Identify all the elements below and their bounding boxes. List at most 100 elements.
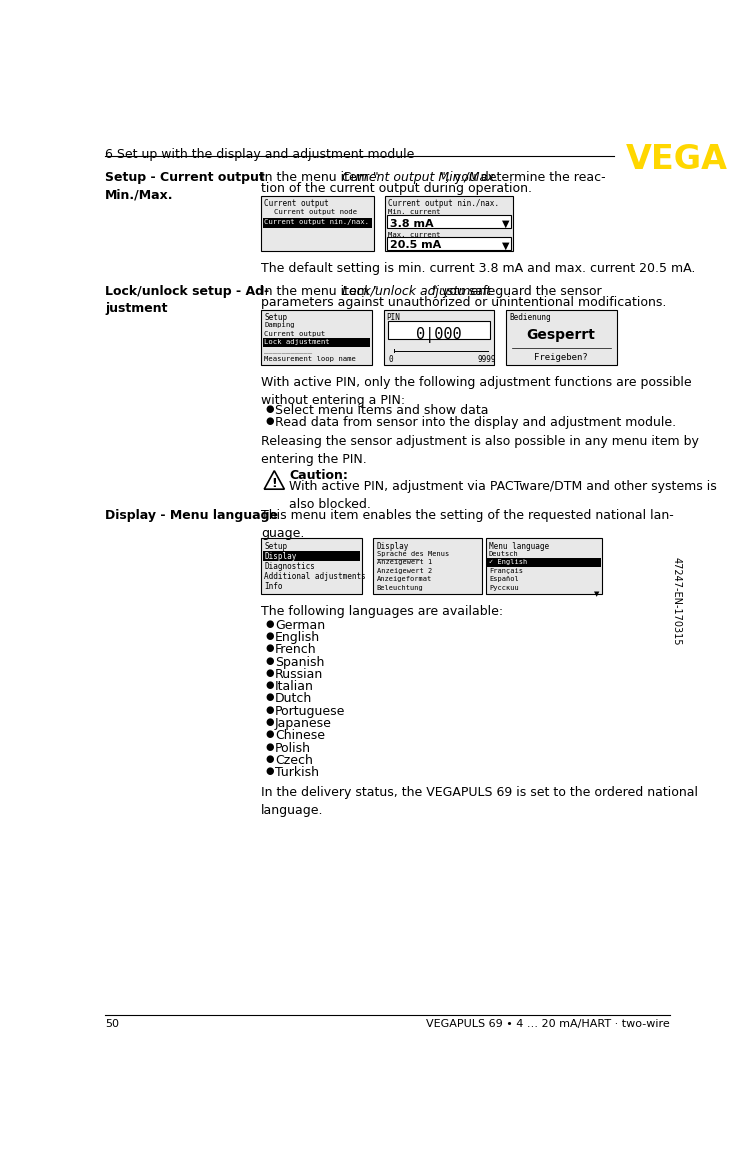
Text: Anzeigewert 1: Anzeigewert 1 — [376, 559, 432, 566]
Text: The default setting is min. current 3.8 mA and max. current 20.5 mA.: The default setting is min. current 3.8 … — [261, 261, 696, 275]
Text: Spanish: Spanish — [275, 656, 324, 669]
Text: ●: ● — [266, 656, 274, 665]
Text: In the menu item ": In the menu item " — [261, 285, 379, 299]
Bar — [262, 219, 372, 228]
Text: Diagnostics: Diagnostics — [265, 561, 315, 570]
Text: Español: Español — [489, 576, 519, 582]
Bar — [261, 538, 362, 594]
Text: ●: ● — [266, 742, 274, 752]
Text: Min. current: Min. current — [389, 209, 441, 215]
Text: ▼: ▼ — [502, 219, 510, 229]
Text: Dutch: Dutch — [275, 693, 312, 706]
Text: Current output node: Current output node — [274, 209, 357, 215]
Bar — [389, 320, 490, 339]
Text: Current output nin./nax.: Current output nin./nax. — [389, 199, 499, 208]
Bar — [385, 196, 513, 251]
Text: With active PIN, adjustment via PACTware/DTM and other systems is
also blocked.: With active PIN, adjustment via PACTware… — [289, 480, 717, 511]
Text: Setup: Setup — [265, 541, 287, 551]
Text: ●: ● — [266, 705, 274, 715]
Text: Japanese: Japanese — [275, 717, 332, 730]
Text: Display: Display — [265, 552, 296, 560]
Text: 47247-EN-170315: 47247-EN-170315 — [671, 557, 681, 646]
Bar — [488, 559, 600, 567]
Text: PIN: PIN — [386, 312, 401, 322]
Text: Current output: Current output — [265, 199, 329, 208]
Bar — [386, 215, 512, 228]
Text: With active PIN, only the following adjustment functions are possible
without en: With active PIN, only the following adju… — [261, 376, 692, 407]
Text: ●: ● — [266, 631, 274, 641]
Text: Releasing the sensor adjustment is also possible in any menu item by
entering th: Releasing the sensor adjustment is also … — [261, 435, 699, 466]
Text: 50: 50 — [105, 1019, 119, 1029]
Text: Select menu items and show data: Select menu items and show data — [275, 404, 488, 417]
Text: ●: ● — [266, 668, 274, 678]
Text: Deutsch: Deutsch — [489, 551, 519, 557]
Text: ●: ● — [266, 680, 274, 690]
Text: Turkish: Turkish — [275, 766, 319, 780]
Text: In the menu item ": In the menu item " — [261, 171, 379, 184]
Text: Menu language: Menu language — [489, 541, 549, 551]
Text: Measurement loop name: Measurement loop name — [265, 356, 356, 362]
Text: Max. current: Max. current — [389, 233, 441, 238]
Text: French: French — [275, 643, 317, 656]
Text: ●: ● — [266, 417, 274, 426]
Text: parameters against unauthorized or unintentional modifications.: parameters against unauthorized or unint… — [261, 296, 667, 309]
Text: ", you determine the reac-: ", you determine the reac- — [440, 171, 606, 184]
Text: In the delivery status, the VEGAPULS 69 is set to the ordered national
language.: In the delivery status, the VEGAPULS 69 … — [261, 787, 698, 817]
Text: Freigeben?: Freigeben? — [534, 353, 588, 362]
Bar — [261, 310, 372, 366]
Text: VEGAPULS 69 • 4 … 20 mA/HART · two-wire: VEGAPULS 69 • 4 … 20 mA/HART · two-wire — [426, 1019, 670, 1029]
Text: Caution:: Caution: — [289, 470, 348, 482]
Bar — [386, 237, 512, 250]
Text: Pyccкuu: Pyccкuu — [489, 584, 519, 591]
Text: 0|000: 0|000 — [416, 326, 461, 342]
Text: ✓ English: ✓ English — [489, 559, 527, 566]
Text: Current output Min./Max.: Current output Min./Max. — [342, 171, 499, 184]
Text: Current output: Current output — [265, 331, 326, 337]
Text: ___________: ___________ — [265, 347, 312, 354]
Text: Portuguese: Portuguese — [275, 705, 345, 717]
Text: Russian: Russian — [275, 668, 324, 680]
Bar — [262, 551, 361, 561]
Text: The following languages are available:: The following languages are available: — [261, 605, 503, 618]
Text: Lock/unlock setup - Ad-
justment: Lock/unlock setup - Ad- justment — [105, 285, 269, 315]
Text: Damping: Damping — [265, 322, 295, 329]
Text: English: English — [275, 631, 321, 643]
Text: German: German — [275, 619, 325, 632]
Text: ▼: ▼ — [594, 591, 600, 597]
Text: ●: ● — [266, 754, 274, 764]
Text: ●: ● — [266, 766, 274, 776]
Bar — [486, 538, 602, 594]
Text: ▼: ▼ — [502, 241, 510, 250]
Text: tion of the current output during operation.: tion of the current output during operat… — [261, 182, 532, 196]
Text: This menu item enables the setting of the requested national lan-
guage.: This menu item enables the setting of th… — [261, 509, 674, 540]
Text: ●: ● — [266, 717, 274, 727]
Text: Chinese: Chinese — [275, 729, 325, 743]
Text: Polish: Polish — [275, 742, 311, 754]
Text: ●: ● — [266, 729, 274, 739]
Text: 20.5 mA: 20.5 mA — [390, 241, 441, 250]
Text: Display - Menu language: Display - Menu language — [105, 509, 278, 522]
Text: Italian: Italian — [275, 680, 314, 693]
Text: Français: Français — [489, 568, 523, 574]
Text: " you safeguard the sensor: " you safeguard the sensor — [432, 285, 601, 299]
Text: Czech: Czech — [275, 754, 313, 767]
Text: Setup - Current output
Min./Max.: Setup - Current output Min./Max. — [105, 171, 265, 201]
Text: 9999: 9999 — [477, 355, 496, 364]
Bar — [261, 196, 373, 251]
Text: Lock adjustment: Lock adjustment — [265, 339, 330, 345]
Text: Current output nin./nax.: Current output nin./nax. — [265, 219, 369, 224]
Text: ●: ● — [266, 404, 274, 414]
Bar — [506, 310, 617, 366]
Text: Display: Display — [376, 541, 409, 551]
Bar — [373, 538, 482, 594]
Text: Beleuchtung: Beleuchtung — [376, 584, 423, 591]
Text: Additional adjustments: Additional adjustments — [265, 572, 366, 581]
Text: Gesperrt: Gesperrt — [527, 329, 596, 342]
Bar — [383, 310, 494, 366]
Text: 0: 0 — [389, 355, 393, 364]
Text: Lock/unlock adjustment: Lock/unlock adjustment — [342, 285, 491, 299]
Text: Anzeigewert 2: Anzeigewert 2 — [376, 568, 432, 574]
Text: VEGA: VEGA — [626, 142, 728, 176]
Text: Setup: Setup — [265, 312, 287, 322]
Text: Read data from sensor into the display and adjustment module.: Read data from sensor into the display a… — [275, 417, 676, 429]
